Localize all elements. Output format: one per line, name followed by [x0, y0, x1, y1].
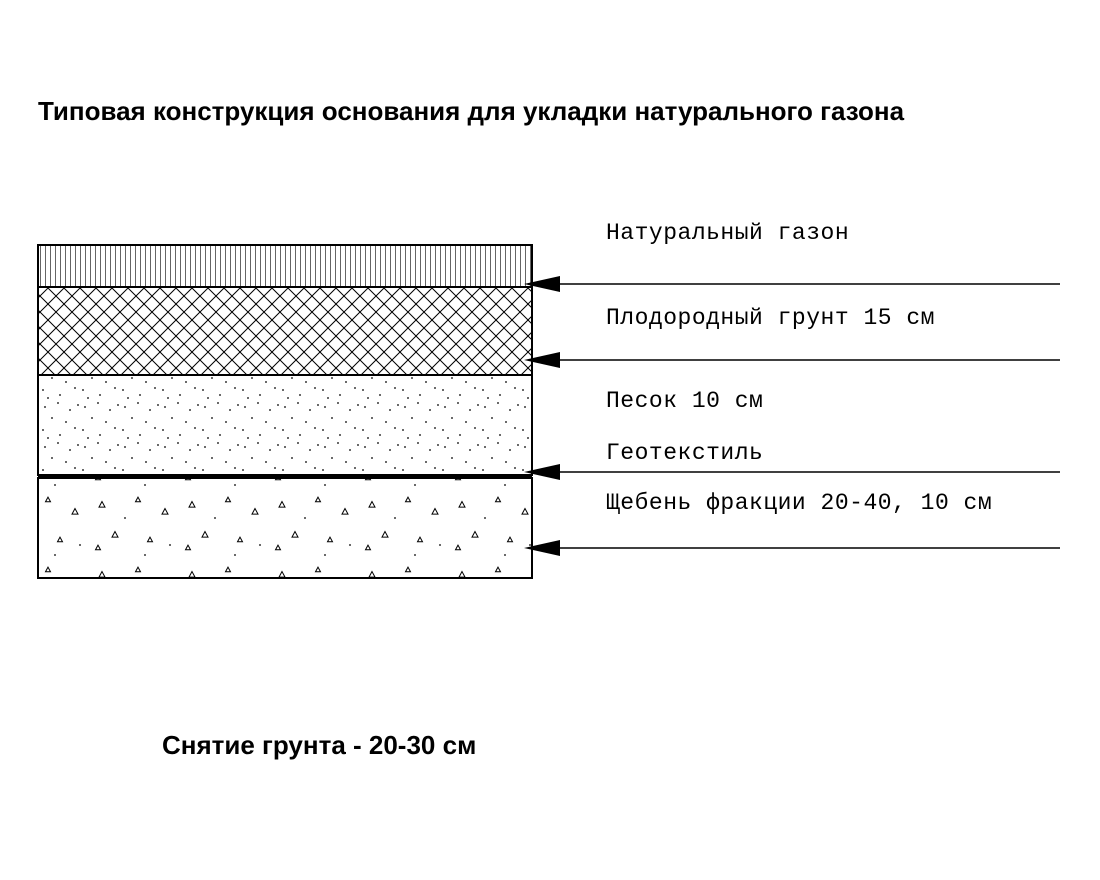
label-geotextile: Геотекстиль — [606, 440, 763, 466]
label-sand: Песок 10 см — [606, 388, 763, 414]
label-gravel: Щебень фракции 20-40, 10 см — [606, 490, 992, 516]
cross-section-diagram — [0, 0, 1100, 880]
label-turf: Натуральный газон — [606, 220, 849, 246]
label-soil: Плодородный грунт 15 см — [606, 305, 935, 331]
